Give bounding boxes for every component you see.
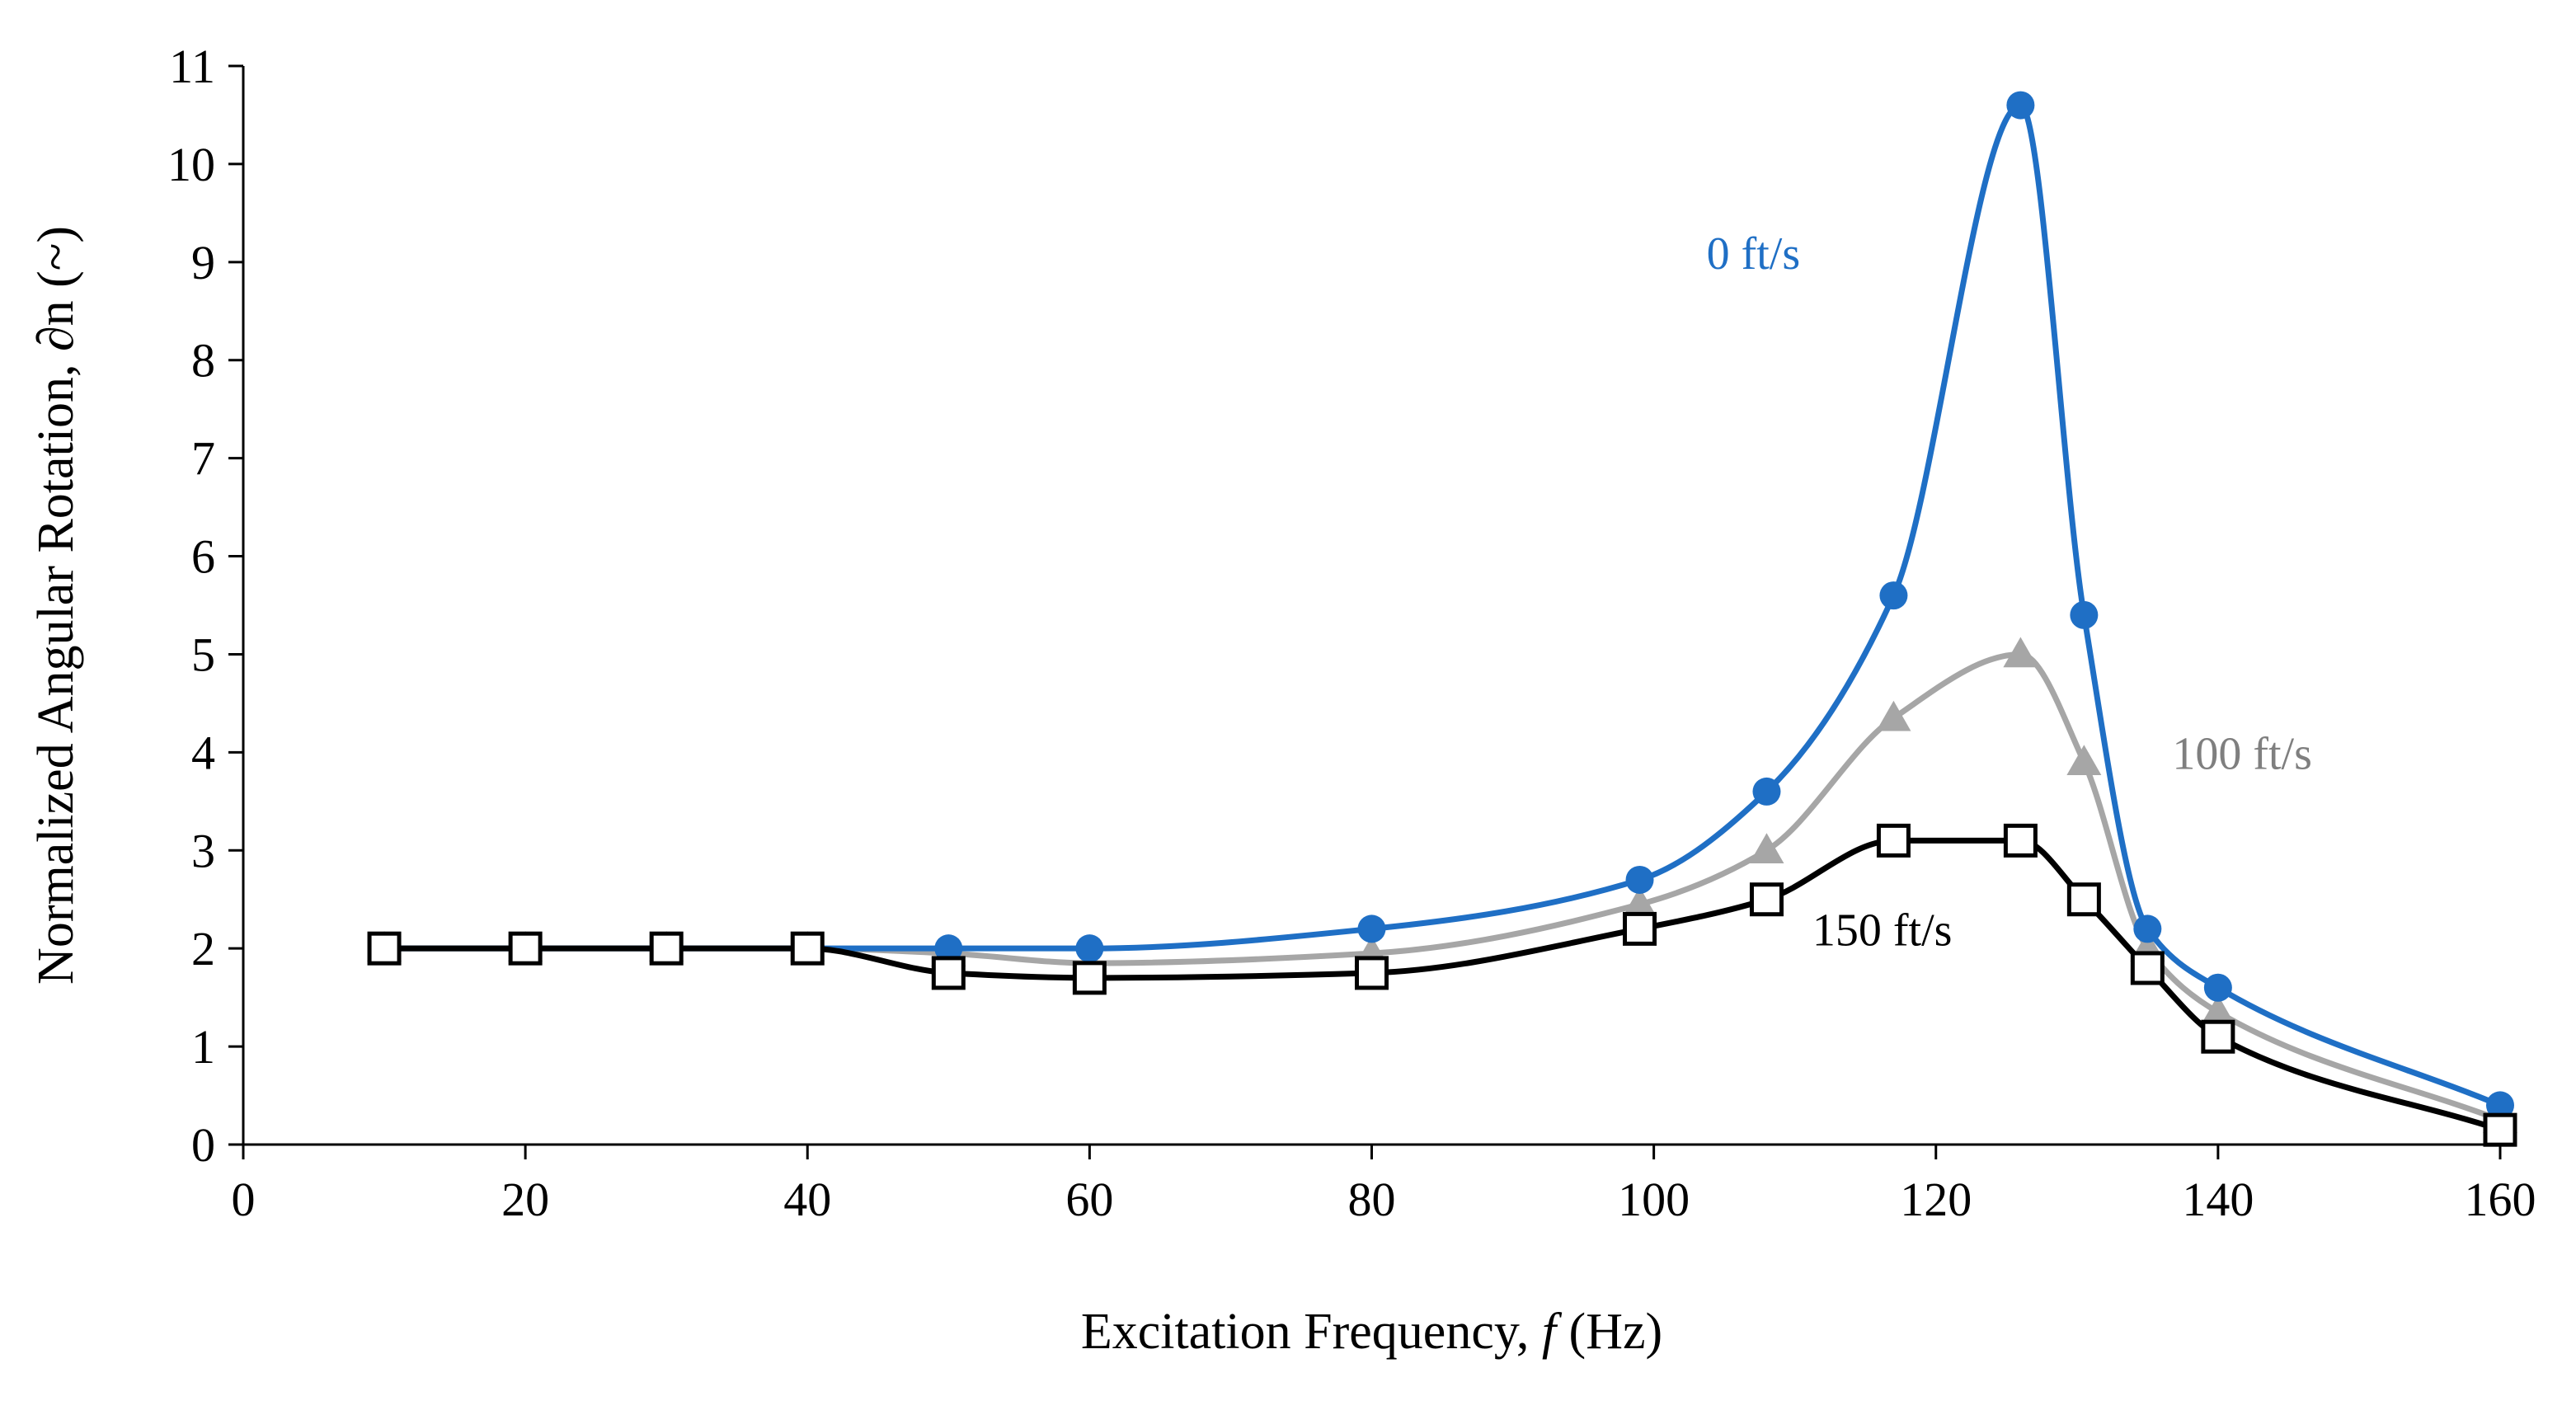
y-tick-label: 7 — [191, 432, 215, 486]
data-point-square — [790, 931, 825, 966]
x-axis-title-prefix: Excitation Frequency, — [1081, 1304, 1542, 1360]
x-tick-label: 140 — [2182, 1173, 2254, 1226]
y-tick-label: 8 — [191, 334, 215, 388]
data-point-circle — [1752, 777, 1781, 806]
x-axis-ticks: 0 20 40 60 80 100 120 140 160 — [232, 1145, 2536, 1226]
data-point-square — [2201, 1019, 2235, 1054]
data-point-square — [1072, 961, 1107, 995]
data-point-triangle — [2003, 637, 2038, 668]
y-tick-label: 1 — [191, 1020, 215, 1074]
data-point-triangle — [2066, 745, 2102, 776]
series-layer — [367, 91, 2517, 1147]
data-point-triangle — [1622, 886, 1657, 918]
series-label-100-ft-s: 100 ft/s — [2172, 728, 2312, 779]
y-tick-label: 10 — [167, 138, 215, 191]
series-label-0-ft-s: 0 ft/s — [1707, 228, 1801, 280]
y-tick-label: 4 — [191, 726, 215, 779]
y-axis-title: Normalized Angular Rotation, ∂n (~) — [28, 226, 84, 985]
x-tick-label: 0 — [232, 1173, 256, 1226]
y-axis-ticks: 0 1 2 3 4 5 6 7 8 9 10 11 — [167, 40, 243, 1172]
x-tick-label: 80 — [1348, 1173, 1396, 1226]
x-tick-label: 100 — [1618, 1173, 1690, 1226]
data-point-square — [367, 931, 402, 966]
data-point-circle — [2203, 973, 2232, 1002]
data-point-square — [1749, 882, 1784, 917]
x-axis-title-suffix: (Hz) — [1556, 1304, 1662, 1360]
data-point-square — [1876, 823, 1911, 858]
data-point-square — [2483, 1112, 2517, 1147]
data-point-square — [649, 931, 684, 966]
series-150-ft-s — [367, 823, 2517, 1147]
series-line — [384, 102, 2502, 1108]
data-point-square — [1623, 911, 1657, 946]
data-point-circle — [2133, 914, 2162, 943]
y-tick-label: 11 — [169, 40, 215, 93]
x-tick-label: 160 — [2465, 1173, 2536, 1226]
data-point-triangle — [1876, 700, 1911, 731]
y-tick-label: 3 — [191, 824, 215, 877]
data-point-circle — [934, 934, 963, 963]
y-tick-label: 6 — [191, 530, 215, 584]
data-point-square — [1355, 956, 1389, 990]
y-tick-label: 0 — [191, 1118, 215, 1172]
data-point-circle — [1357, 914, 1386, 943]
x-tick-label: 40 — [783, 1173, 831, 1226]
data-point-triangle — [1749, 833, 1784, 864]
data-point-circle — [1625, 865, 1654, 894]
data-point-square — [931, 956, 966, 990]
data-point-circle — [2006, 91, 2035, 120]
y-tick-label: 9 — [191, 236, 215, 289]
data-point-circle — [2486, 1091, 2514, 1120]
data-point-square — [508, 931, 543, 966]
data-point-square — [2003, 823, 2038, 858]
x-tick-label: 60 — [1065, 1173, 1113, 1226]
data-point-square — [2130, 951, 2165, 985]
data-point-circle — [1075, 934, 1104, 963]
plot-area: 0 1 2 3 4 5 6 7 8 9 10 11 0 20 40 60 80 100 120 140 160 — [167, 40, 2536, 1226]
data-point-triangle — [2200, 994, 2235, 1026]
series-label-150-ft-s: 150 ft/s — [1812, 905, 1953, 956]
data-point-circle — [1879, 581, 1908, 610]
data-point-square — [2066, 882, 2101, 917]
x-axis-title: Excitation Frequency, f (Hz) — [1081, 1304, 1662, 1360]
y-tick-label: 2 — [191, 922, 215, 976]
data-point-circle — [2070, 600, 2099, 629]
x-tick-label: 120 — [1900, 1173, 1972, 1226]
x-tick-label: 20 — [501, 1173, 549, 1226]
series-line — [384, 651, 2502, 1123]
series-100-ft-s — [367, 637, 2517, 1134]
y-tick-label: 5 — [191, 628, 215, 681]
